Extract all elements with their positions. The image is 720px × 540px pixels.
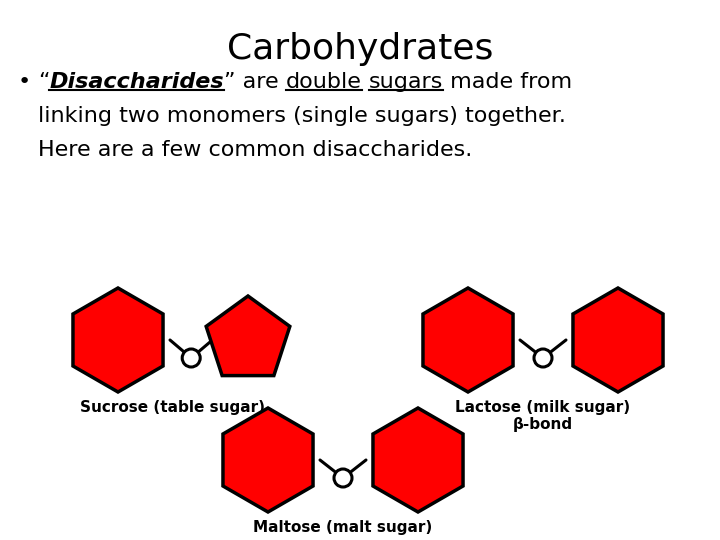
Text: •: • (18, 72, 31, 92)
Text: Here are a few common disaccharides.: Here are a few common disaccharides. (38, 140, 472, 160)
Text: Disaccharides: Disaccharides (50, 72, 224, 92)
Polygon shape (73, 288, 163, 392)
Text: Maltose (malt sugar): Maltose (malt sugar) (253, 520, 433, 535)
Text: Lactose (milk sugar)
β-bond: Lactose (milk sugar) β-bond (456, 400, 631, 433)
Polygon shape (206, 296, 290, 376)
Text: made from: made from (444, 72, 572, 92)
Text: double: double (286, 72, 361, 92)
Polygon shape (373, 408, 463, 512)
Text: “: “ (38, 72, 50, 92)
Text: ” are: ” are (224, 72, 286, 92)
Circle shape (182, 349, 200, 367)
Text: sugars: sugars (369, 72, 444, 92)
Text: Sucrose (table sugar): Sucrose (table sugar) (81, 400, 266, 415)
Text: Carbohydrates: Carbohydrates (227, 32, 493, 66)
Polygon shape (573, 288, 663, 392)
Text: linking two monomers (single sugars) together.: linking two monomers (single sugars) tog… (38, 106, 566, 126)
Polygon shape (423, 288, 513, 392)
Polygon shape (223, 408, 313, 512)
Circle shape (534, 349, 552, 367)
Circle shape (334, 469, 352, 487)
